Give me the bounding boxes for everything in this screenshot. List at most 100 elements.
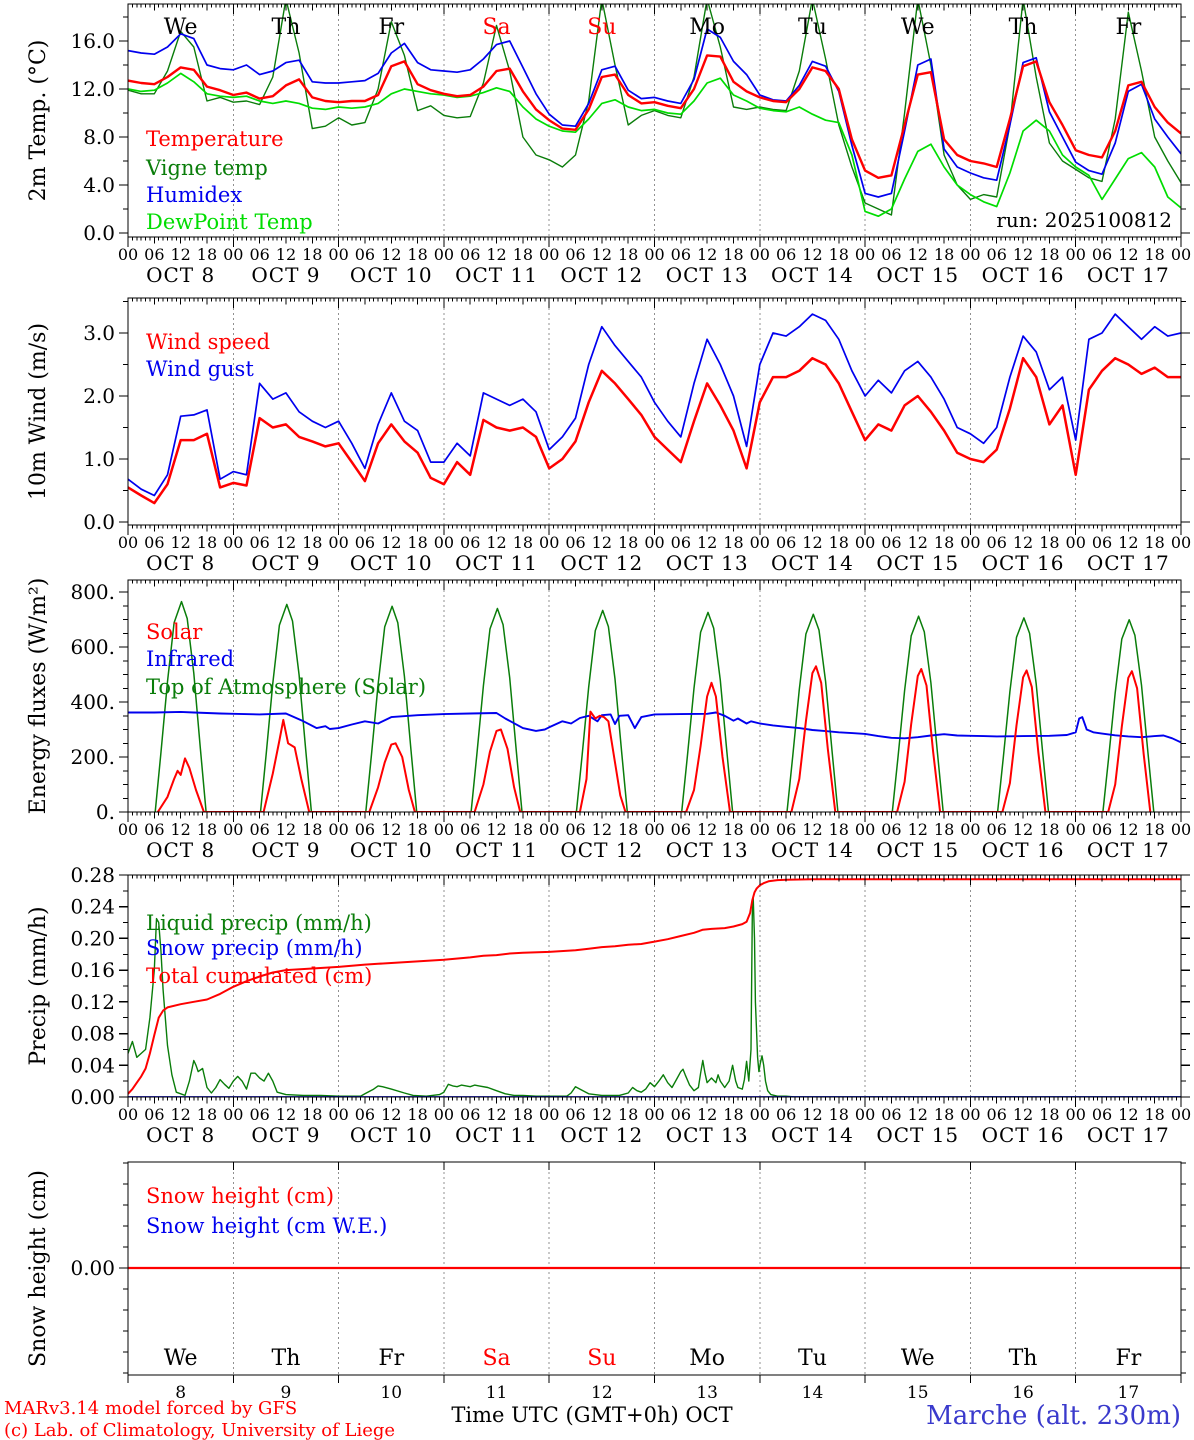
x-date-label: OCT 17	[1087, 263, 1170, 287]
x-hour-label: 00	[223, 1105, 243, 1124]
x-hour-label: 00	[644, 533, 664, 552]
x-hour-label: 12	[1118, 820, 1138, 839]
x-hour-label: 12	[170, 245, 190, 264]
x-hour-label: 18	[302, 1105, 322, 1124]
y-tick-label: 3.0	[83, 321, 115, 345]
series-group-energy	[128, 600, 1181, 812]
credit-line-2: (c) Lab. of Climatology, University of L…	[4, 1420, 395, 1440]
x-date-label: OCT 17	[1087, 551, 1170, 575]
weekday-label-bottom: Th	[1009, 1346, 1038, 1371]
x-hour-label: 18	[407, 245, 427, 264]
x-hour-label: 00	[855, 245, 875, 264]
weekday-label-bottom: We	[901, 1346, 935, 1371]
x-hour-label: 00	[223, 533, 243, 552]
x-date-label: OCT 10	[350, 263, 433, 287]
series-top-of-atmosphere-solar-	[154, 600, 1155, 812]
legend-energy-0: Solar	[146, 620, 203, 644]
x-hour-label: 06	[249, 245, 269, 264]
x-hour-label: 06	[987, 820, 1007, 839]
x-date-label: OCT 14	[771, 551, 854, 575]
x-hour-label: 12	[908, 1105, 928, 1124]
x-hour-label: 06	[460, 1105, 480, 1124]
weekday-label-top: Fr	[1115, 15, 1141, 40]
x-hour-label: 18	[829, 245, 849, 264]
x-hour-label: 18	[1144, 1105, 1164, 1124]
x-hour-label: 06	[565, 1105, 585, 1124]
x-hour-label: 06	[671, 820, 691, 839]
x-hour-label: 06	[355, 245, 375, 264]
x-hour-label: 12	[802, 820, 822, 839]
x-hour-label: 06	[671, 533, 691, 552]
weekday-label-bottom: Fr	[378, 1346, 404, 1371]
x-hour-label: 06	[1092, 245, 1112, 264]
series-total-cumulated	[128, 878, 1181, 1095]
x-date-label: OCT 11	[455, 1123, 538, 1147]
x-hour-label: 18	[1039, 533, 1059, 552]
panel-temperature: 0.0 4.0 8.0 12.0 16.0 2m Temp. (°C) Temperatur…	[26, 3, 1191, 287]
station-label: Marche (alt. 230m)	[926, 1401, 1181, 1431]
x-hour-label: 18	[197, 533, 217, 552]
x-hour-label: 06	[776, 245, 796, 264]
x-ticks	[127, 812, 1182, 822]
x-hour-label: 00	[118, 245, 138, 264]
x-hour-label: 00	[328, 533, 348, 552]
x-hour-label: 00	[539, 820, 559, 839]
day-number-label: 8	[175, 1383, 186, 1403]
x-date-label: OCT 17	[1087, 838, 1170, 862]
x-hour-label: 00	[328, 245, 348, 264]
x-hour-label: 12	[592, 245, 612, 264]
weekday-label-bottom: Tu	[798, 1346, 827, 1371]
x-date-label: OCT 12	[560, 1123, 643, 1147]
weekday-label-top: Su	[587, 15, 616, 40]
x-hour-label: 18	[407, 1105, 427, 1124]
x-hour-label: 12	[276, 245, 296, 264]
legend-precip-1: Snow precip (mm/h)	[146, 936, 363, 960]
x-hour-label: 12	[592, 820, 612, 839]
x-hour-label: 00	[1171, 820, 1191, 839]
x-hour-label: 00	[1066, 533, 1086, 552]
x-hour-label: 06	[144, 1105, 164, 1124]
day-number-label: 10	[380, 1383, 402, 1403]
x-hour-label: 12	[276, 533, 296, 552]
x-hour-label: 00	[328, 820, 348, 839]
weekday-label-top: Th	[272, 15, 301, 40]
footer: MARv3.14 model forced by GFS(c) Lab. of …	[4, 1398, 1181, 1440]
x-hour-label: 12	[170, 533, 190, 552]
weekday-label-bottom: Fr	[1115, 1346, 1141, 1371]
x-ticks	[127, 1375, 1182, 1383]
x-hour-label: 12	[908, 533, 928, 552]
x-hour-label: 00	[434, 533, 454, 552]
x-hour-label: 00	[118, 820, 138, 839]
x-hour-label: 00	[960, 820, 980, 839]
x-hour-label: 12	[697, 533, 717, 552]
weekday-label-top: Sa	[482, 15, 510, 40]
x-hour-label: 06	[671, 1105, 691, 1124]
legend-precip-2: Total cumulated (cm)	[146, 964, 372, 988]
y-tick-label: 200.	[70, 745, 115, 769]
y-tick-label: 0.12	[70, 990, 115, 1014]
x-hour-label: 00	[118, 1105, 138, 1124]
x-date-label: OCT 15	[876, 838, 959, 862]
x-date-label: OCT 14	[771, 838, 854, 862]
x-hour-label: 18	[1039, 245, 1059, 264]
weekday-label-top: We	[164, 15, 198, 40]
x-hour-label: 06	[460, 245, 480, 264]
y-tick-label: 0.0	[83, 510, 115, 534]
x-hour-label: 18	[934, 820, 954, 839]
x-hour-label: 18	[934, 533, 954, 552]
series-vigne-temp	[128, 4, 1181, 216]
x-hour-label: 06	[249, 820, 269, 839]
x-hour-label: 00	[855, 820, 875, 839]
x-hour-label: 00	[1066, 245, 1086, 264]
x-date-label: OCT 13	[666, 263, 749, 287]
x-hour-label: 12	[592, 533, 612, 552]
panel-snow: 0.00 Snow height (cm) Snow height (cm) Snow…	[26, 1161, 1190, 1403]
x-hour-label: 00	[960, 533, 980, 552]
x-date-label: OCT 8	[146, 263, 215, 287]
x-hour-label: 12	[486, 533, 506, 552]
x-hour-label: 18	[407, 820, 427, 839]
y-tick-label: 0.00	[70, 1256, 115, 1280]
x-hour-label: 06	[881, 1105, 901, 1124]
x-hour-label: 12	[381, 245, 401, 264]
